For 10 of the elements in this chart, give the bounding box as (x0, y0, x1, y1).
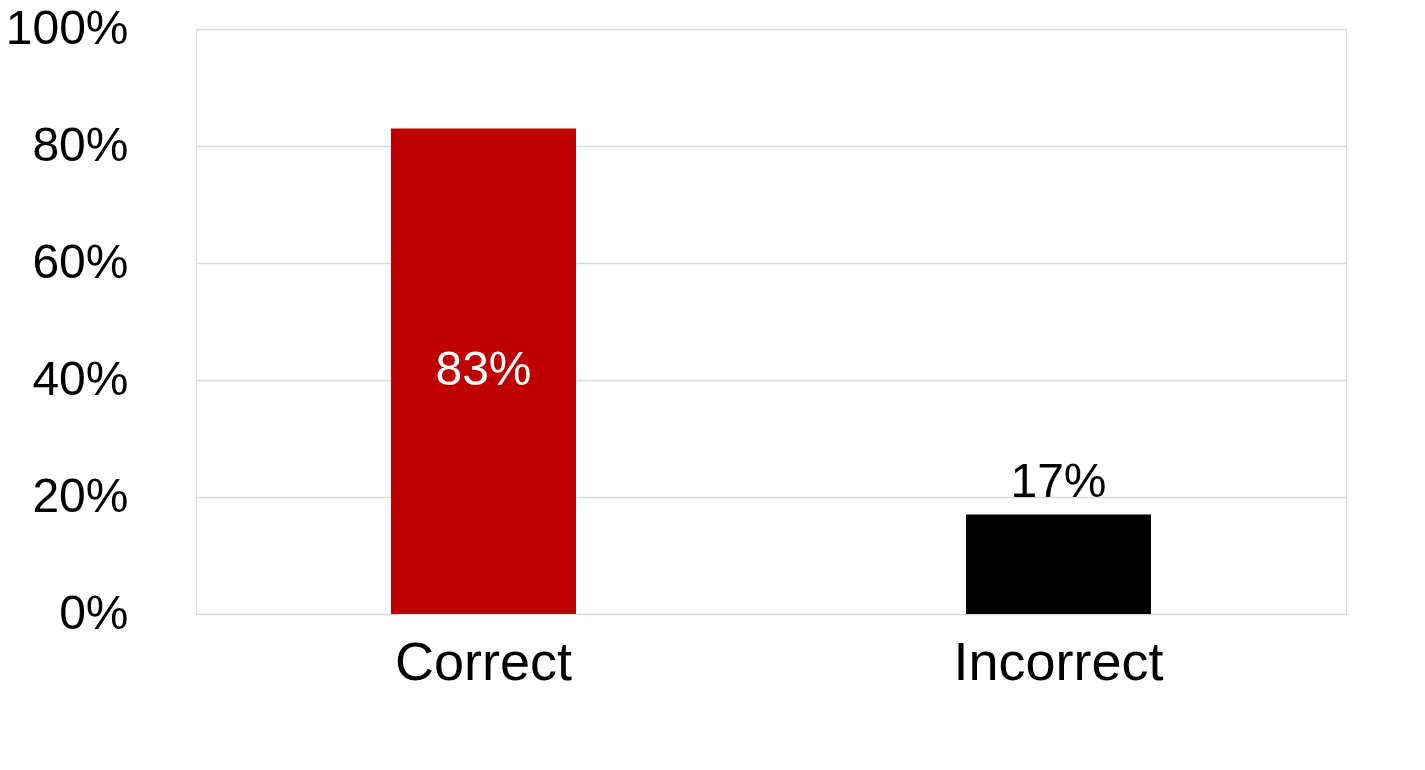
data-label: 17% (1010, 453, 1107, 507)
y-tick-label: 20% (32, 468, 129, 522)
x-tick-label: Incorrect (953, 630, 1164, 691)
y-tick-label: 100% (5, 0, 129, 54)
data-label: 83% (435, 342, 532, 396)
x-tick-label: Correct (394, 630, 573, 691)
y-tick-label: 0% (59, 585, 129, 639)
y-tick-label: 80% (32, 117, 129, 171)
y-tick-label: 60% (32, 234, 129, 288)
y-tick-label: 40% (32, 351, 129, 405)
